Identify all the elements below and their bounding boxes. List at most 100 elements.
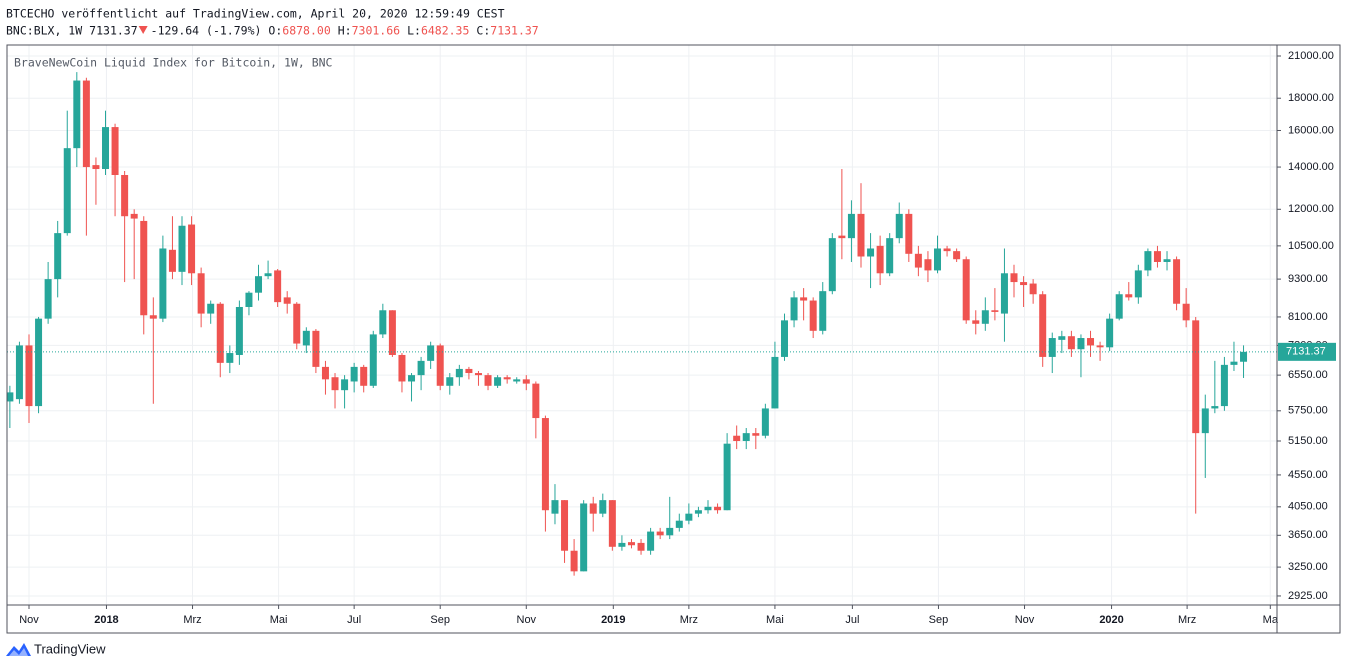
candle-body [216,303,224,363]
candle-body [54,233,62,280]
y-tick-label: 3650.00 [1288,529,1328,541]
candle-body [1087,338,1095,346]
candle-body [427,345,435,361]
candle-body [637,542,645,551]
candle-body [245,292,253,307]
candle-body [589,503,597,514]
candle-body [1144,251,1152,271]
x-tick-label: Nov [19,614,39,626]
x-tick-label: Mai [270,614,288,626]
x-tick-label: Jul [347,614,361,626]
candle-body [408,375,416,382]
x-tick-label: Nov [1015,614,1035,626]
candle-body [580,503,588,572]
candle-body [1173,259,1181,304]
candle-body [455,368,463,378]
candle-body [819,291,827,331]
candle-body [742,433,750,441]
candle-body [618,542,626,547]
grid [7,45,1277,605]
candle-body [981,310,989,324]
candle-body [723,443,731,511]
candle-body [895,213,903,239]
candle-body [446,377,454,386]
brand[interactable]: TradingView [34,641,106,656]
candle-body [102,127,110,170]
candle-body [867,248,875,257]
candle-body [1115,294,1123,319]
candle-body [293,303,301,344]
candle-body [178,225,186,272]
y-tick-label: 18000.00 [1288,92,1334,104]
candle-body [800,297,808,301]
candle-body [570,550,578,572]
header-field: 7301.66 [352,24,401,38]
symbol-line: BNC:BLX, 1W 7131.37 -129.64 (-1.79%) O: 6878… [6,24,539,38]
candle-body [302,330,310,346]
candle-body [733,435,741,441]
candle-body [886,238,894,274]
candle-body [398,354,406,382]
x-tick-label: Sep [430,614,450,626]
y-tick-label: 3250.00 [1288,561,1328,573]
candle-body [35,318,43,407]
candle-body [704,506,712,511]
x-tick-label: Mrz [680,614,698,626]
candle-body [321,366,329,380]
candle-body [503,377,511,380]
publisher: BTCECHO veröffentlicht auf TradingView.c… [6,7,505,21]
candle-body [828,238,836,292]
y-tick-label: 6550.00 [1288,369,1328,381]
y-tick-label: 21000.00 [1288,50,1334,62]
y-tick-label: 14000.00 [1288,161,1334,173]
header-field: H: [338,24,352,38]
candles [7,72,1277,576]
candle-body [1029,283,1037,295]
candle-body [1000,273,1008,314]
candle-body [436,345,444,386]
brand-logo[interactable] [6,643,31,656]
x-tick-label: 2019 [601,614,625,626]
x-tick-label: Jul [845,614,859,626]
header-field: -129.64 (-1.79%) [151,24,262,38]
candle-body [905,213,913,254]
candle-body [235,306,243,355]
candle-body [780,320,788,357]
x-tick-label: Nov [517,614,537,626]
candle-body [752,433,760,436]
candle-body [647,531,655,551]
candle-body [264,273,272,277]
candle-body [857,213,865,257]
candle-body [1134,270,1142,298]
candle-body [666,527,674,536]
candle-body [140,220,148,316]
candle-body [168,249,176,272]
candle-body [494,377,502,386]
candle-body [1020,282,1028,286]
candle-body [283,297,291,304]
candle-body [991,310,999,312]
candle-body [876,245,884,274]
candle-body [255,276,263,293]
candle-body [226,353,234,363]
candle-body [1039,294,1047,357]
y-tick-label: 12000.00 [1288,203,1334,215]
chart-frame [6,44,1341,634]
candle-body [188,224,196,274]
candle-body [838,235,846,239]
candle-body [417,360,425,376]
y-tick-label: 5750.00 [1288,405,1328,417]
candle-body [541,418,549,511]
candle-body [809,300,817,331]
candle-body [522,379,530,384]
header-field: 6878.00 [282,24,331,38]
candle-body [207,303,215,314]
candle-body [360,366,368,386]
candle-body [656,531,664,536]
candle-body [1163,259,1171,262]
candle-body [551,500,559,514]
candle-body [92,165,100,170]
candle-body [379,310,387,335]
